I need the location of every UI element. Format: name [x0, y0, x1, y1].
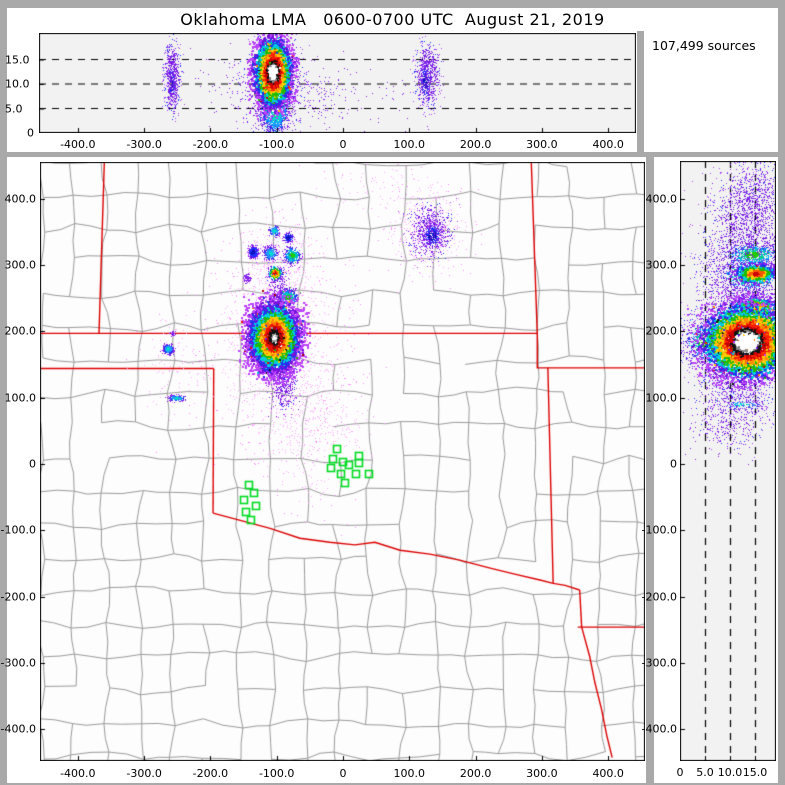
altitude-ew-plot[interactable] — [39, 33, 636, 133]
tick-label: 400.0 — [592, 767, 624, 780]
tick-label: 5.0 — [696, 766, 714, 779]
tick-label: -400.0 — [641, 722, 677, 736]
tick-label: 0 — [670, 457, 677, 471]
title-bar: Oklahoma LMA 0600-0700 UTC August 21, 20… — [7, 8, 778, 31]
sources-box: 107,499 sources — [644, 31, 778, 152]
tick-label: 300.0 — [645, 258, 678, 272]
panel-plan-view: -400.0 -300.0 -200.0 -100.0 0 100.0 200.0 300.0… — [1, 157, 646, 783]
panel-altitude-vs-ew: 15.0 10.0 5.0 0 -400.0 -300.0 -200.0 -100.0 0 100… — [5, 31, 637, 152]
tick-label: 0 — [29, 457, 36, 471]
tick-label: -400.0 — [0, 722, 36, 736]
panel-altitude-vs-ns: 0 5.0 10.0 15.0 400.0 300.0 200.0 100.0 0 -100.0 -… — [642, 157, 778, 783]
tick-label: 300.0 — [526, 138, 558, 151]
tick-label: -200.0 — [192, 767, 229, 780]
tick-label: -300.0 — [126, 138, 162, 151]
tick-label: -100.0 — [258, 138, 295, 151]
tick-label: -300.0 — [126, 767, 162, 780]
tick-label: 200.0 — [4, 324, 37, 338]
page-title: Oklahoma LMA 0600-0700 UTC August 21, 20… — [180, 10, 605, 29]
tick-label: 100.0 — [393, 138, 426, 151]
tick-label: -300.0 — [641, 656, 677, 670]
tick-label: -200.0 — [0, 590, 36, 604]
tick-label: 100.0 — [393, 767, 426, 780]
tick-label: 10.0 — [5, 77, 30, 91]
tick-label: 200.0 — [645, 324, 678, 338]
tick-label: 15.0 — [742, 766, 768, 779]
tick-label: 0 — [676, 766, 684, 779]
tick-label: -100.0 — [641, 523, 677, 537]
tick-label: 200.0 — [459, 767, 492, 780]
plan-view-map-plot[interactable] — [40, 162, 645, 761]
tick-label: -400.0 — [60, 138, 96, 151]
tick-label: -400.0 — [60, 767, 96, 780]
tick-label: -100.0 — [258, 767, 295, 780]
tick-label: 100.0 — [645, 391, 678, 405]
tick-label: -200.0 — [641, 590, 677, 604]
tick-label: -200.0 — [192, 138, 229, 151]
tick-label: 400.0 — [645, 192, 678, 206]
tick-label: 5.0 — [5, 102, 23, 115]
tick-label: 200.0 — [459, 138, 492, 151]
tick-label: 300.0 — [526, 767, 558, 780]
tick-label: 100.0 — [4, 391, 37, 405]
tick-label: 400.0 — [592, 138, 624, 151]
tick-label: 400.0 — [4, 192, 37, 206]
tick-label: -300.0 — [0, 656, 36, 670]
tick-label: 15.0 — [5, 53, 30, 66]
tick-label: 0 — [339, 767, 347, 780]
tick-label: 10.0 — [717, 766, 743, 779]
tick-label: -100.0 — [0, 523, 36, 537]
tick-label: 0 — [339, 138, 347, 151]
tick-label: 300.0 — [4, 258, 37, 272]
tick-label: 0 — [27, 126, 34, 140]
altitude-ns-plot[interactable] — [680, 161, 776, 761]
source-count-label: 107,499 sources — [652, 38, 756, 53]
